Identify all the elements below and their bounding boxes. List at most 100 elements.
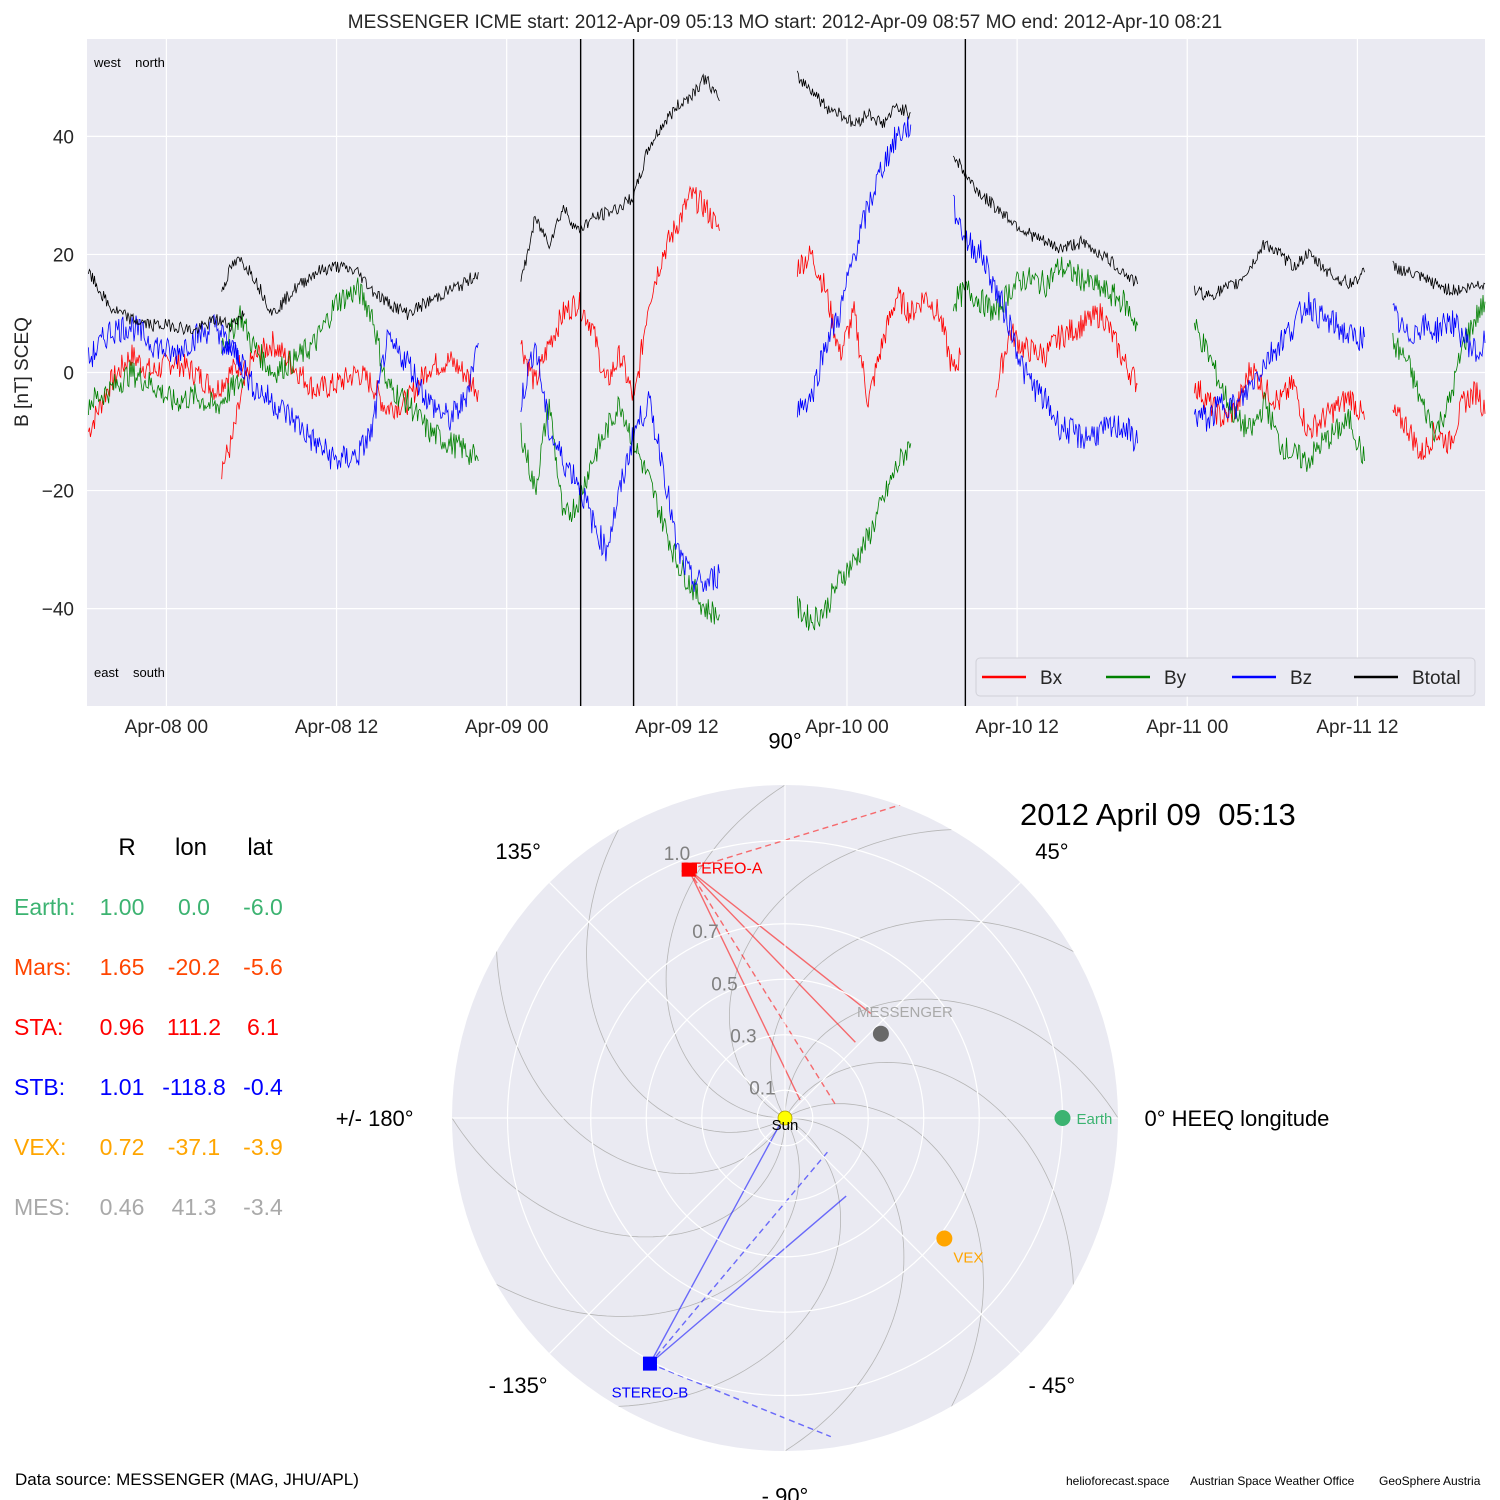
y-tick-label: −20 (42, 482, 74, 503)
spiral-line (747, 1117, 905, 1451)
fov-line (688, 801, 909, 871)
series-line-by (796, 441, 912, 631)
corner-label-top: west north (93, 55, 165, 70)
series-line-btotal (952, 155, 1138, 287)
legend-label-bz: Bz (1290, 668, 1312, 689)
body-label-stereo-b: STEREO-B (612, 1385, 689, 1402)
series-btotal (88, 70, 1486, 336)
series-line-by (221, 277, 479, 465)
row-lat: -6.0 (243, 894, 283, 920)
row-lat: -3.4 (243, 1194, 283, 1220)
polar-title: 2012 April 09 05:13 (1020, 797, 1296, 832)
row-lat: -3.9 (243, 1134, 283, 1160)
row-lon: -118.8 (162, 1074, 226, 1100)
series-line-by (88, 360, 245, 416)
series-line-bx (520, 185, 720, 401)
series-bz (88, 116, 1486, 592)
row-name: STA: (14, 1014, 63, 1040)
body-label-messenger: MESSENGER (857, 1004, 953, 1021)
body-marker-sun (777, 1110, 793, 1126)
y-tick-label: −40 (42, 600, 74, 621)
spiral-line (460, 1122, 800, 1317)
row-name: MES: (14, 1194, 70, 1220)
y-axis-ticks: 40 20 0 −20 −40 (42, 127, 74, 620)
credit-helioforecast: helioforecast.space (1066, 1474, 1170, 1488)
angle-label: - 135° (489, 1373, 548, 1398)
y-tick-label: 20 (53, 245, 74, 266)
table-row: VEX: 0.72 -37.1 -3.9 (14, 1134, 283, 1160)
series-line-bx (796, 245, 961, 408)
row-r: 0.96 (100, 1014, 145, 1040)
corner-label-bottom: east south (94, 665, 165, 680)
series-line-by (520, 395, 720, 625)
series-line-bx (88, 344, 245, 438)
series-line-btotal (520, 73, 720, 282)
fov-line (688, 869, 838, 1108)
x-tick-label: Apr-09 12 (635, 717, 718, 738)
row-r: 0.46 (100, 1194, 145, 1220)
spiral-line (586, 793, 781, 1133)
x-tick-label: Apr-11 00 (1146, 717, 1228, 738)
spiral-line (495, 909, 783, 1175)
credit-geosphere: GeoSphere Austria (1379, 1474, 1481, 1488)
row-name: VEX: (14, 1134, 66, 1160)
legend-label-bx: Bx (1040, 668, 1063, 689)
x-tick-label: Apr-11 12 (1316, 717, 1398, 738)
row-name: Earth: (14, 894, 75, 920)
x-tick-label: Apr-08 12 (295, 717, 378, 738)
angular-grid-line (784, 882, 1021, 1119)
spiral-line (665, 785, 823, 1119)
series-line-bx (995, 303, 1138, 398)
x-axis-ticks: Apr-08 00 Apr-08 12 Apr-09 00 Apr-09 12 Apr-… (125, 717, 1399, 738)
row-r: 1.01 (100, 1074, 145, 1100)
spiral-line (789, 1103, 984, 1443)
series-bx (88, 185, 1486, 480)
row-lon: -20.2 (168, 954, 220, 980)
angular-grid-line (549, 1117, 786, 1354)
row-r: 0.72 (100, 1134, 145, 1160)
legend: Bx By Bz Btotal (975, 657, 1476, 697)
series-line-btotal (1392, 260, 1486, 296)
body-marker-vex (936, 1230, 953, 1247)
table-header: R (118, 834, 135, 861)
fov-line (649, 1362, 832, 1438)
radial-tick-label: 0.5 (711, 974, 737, 995)
body-label-earth: Earth (1077, 1111, 1113, 1128)
spiral-line (452, 1080, 786, 1238)
series-line-bz (796, 116, 912, 418)
spiral-line (770, 919, 1110, 1114)
series-line-bz (88, 313, 245, 371)
angle-label: - 90° (762, 1483, 809, 1500)
series-line-btotal (88, 268, 245, 336)
body-marker-messenger (872, 1025, 889, 1042)
series-line-bz (1193, 291, 1365, 432)
fov-line (649, 1148, 831, 1365)
angle-label: 45° (1035, 839, 1068, 864)
body-label-sun: Sun (772, 1117, 799, 1134)
fov-line (688, 869, 856, 1043)
row-lat: 6.1 (247, 1014, 279, 1040)
row-lat: -0.4 (243, 1074, 283, 1100)
angle-label: 135° (495, 839, 541, 864)
spiral-line (787, 1061, 1075, 1327)
series-line-by (952, 256, 1138, 332)
legend-label-btotal: Btotal (1412, 668, 1461, 689)
series-line-by (1392, 294, 1486, 443)
x-tick-label: Apr-08 00 (125, 717, 208, 738)
series-by (88, 256, 1486, 631)
x-tick-label: Apr-09 00 (465, 717, 548, 738)
angle-label: 0° HEEQ longitude (1145, 1106, 1330, 1131)
data-source: Data source: MESSENGER (MAG, JHU/APL) (15, 1470, 359, 1489)
series-line-bz (953, 194, 1138, 452)
series-line-btotal (1193, 240, 1365, 301)
series-group (88, 70, 1486, 631)
series-line-bx (1193, 362, 1365, 440)
legend-box (975, 657, 1476, 697)
body-marker-stereo-a (681, 862, 696, 877)
event-lines (579, 39, 967, 706)
series-line-bz (1392, 302, 1486, 362)
fov-line (688, 869, 872, 1014)
body-marker-stereo-b (642, 1356, 657, 1371)
series-line-bz (221, 328, 479, 470)
